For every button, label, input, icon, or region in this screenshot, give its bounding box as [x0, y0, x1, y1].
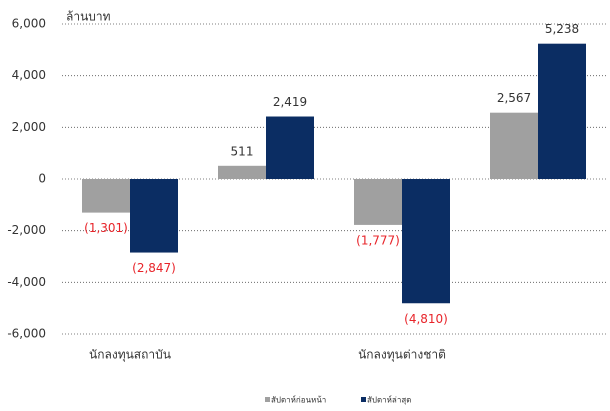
- legend-label: สัปดาห์ก่อนหน้า: [271, 395, 326, 405]
- value-label: 2,419: [273, 95, 307, 109]
- y-tick-label: 4,000: [12, 68, 46, 82]
- value-label: 2,567: [497, 91, 531, 105]
- y-tick-label: 0: [38, 172, 46, 186]
- bar: [266, 116, 314, 179]
- value-label: (1,301): [84, 221, 128, 235]
- legend-swatch: [361, 397, 366, 402]
- value-label: (2,847): [132, 261, 176, 275]
- legend-label: สัปดาห์ล่าสุด: [367, 395, 411, 405]
- bar: [490, 112, 538, 179]
- bar: [130, 179, 178, 253]
- y-tick-label: 2,000: [12, 120, 46, 134]
- value-label: (4,810): [404, 312, 448, 326]
- y-axis-label: ล้านบาท: [66, 10, 111, 24]
- y-tick-label: -6,000: [7, 327, 46, 341]
- value-label: (1,777): [356, 233, 400, 247]
- value-label: 511: [231, 144, 254, 158]
- x-tick-label: นักลงทุนต่างชาติ: [358, 348, 446, 363]
- x-tick-label: นักลงทุนสถาบัน: [89, 348, 171, 363]
- bar: [218, 165, 266, 179]
- value-label: 5,238: [545, 22, 579, 36]
- y-tick-label: 6,000: [12, 17, 46, 31]
- legend-swatch: [265, 397, 270, 402]
- bar: [402, 179, 450, 304]
- y-tick-label: -2,000: [7, 223, 46, 237]
- y-tick-label: -4,000: [7, 275, 46, 289]
- bar: [354, 179, 402, 225]
- bar: [538, 43, 586, 180]
- bar: [82, 179, 130, 213]
